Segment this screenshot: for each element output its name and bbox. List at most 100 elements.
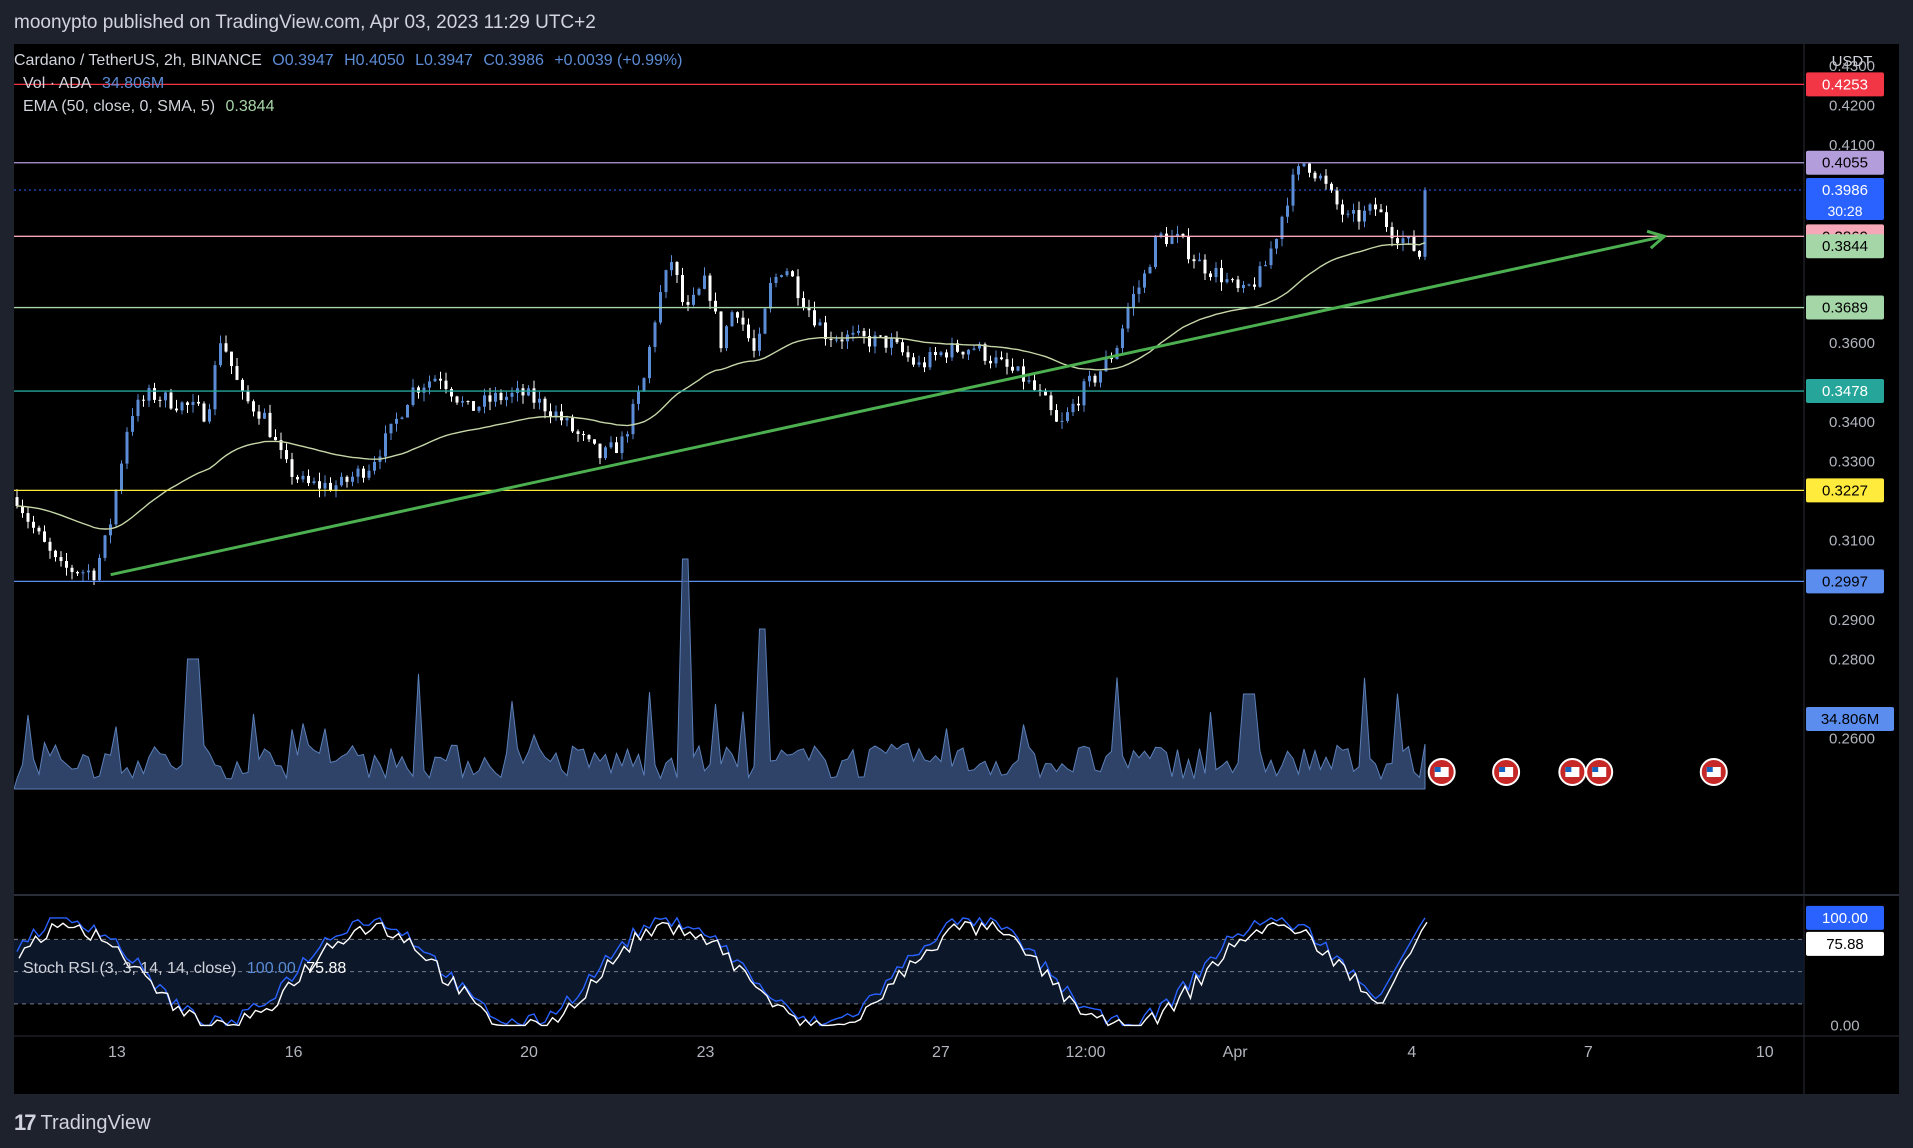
candle-body [219,343,222,366]
candle-body [780,275,783,277]
candle-body [626,434,629,437]
candle-body [972,348,976,350]
candle-body [1154,235,1157,268]
x-tick-label: 20 [520,1044,538,1061]
candle-body [1352,210,1355,214]
candle-body [884,335,888,348]
y-tick-label: 0.4100 [1829,137,1875,154]
candle-body [351,476,354,482]
tv-brand: TradingView [40,1111,151,1134]
candle-body [868,336,871,347]
candle-body [54,550,57,558]
y-tick-label: 0.4300 [1829,58,1875,75]
candle-body [356,468,360,477]
candle-body [934,352,937,355]
candle-body [70,567,74,573]
candle-body [296,476,299,480]
candle-body [1203,259,1207,274]
candle-body [1192,259,1196,262]
candle-body [1104,357,1108,372]
candle-body [373,461,376,471]
candle-body [879,335,882,337]
candle-body [417,387,420,393]
candle-body [1286,205,1289,217]
y-tick-label: 0.2800 [1829,651,1875,668]
level-badge-label: 0.3478 [1822,383,1868,400]
candle-body [241,379,244,392]
candle-body [406,404,409,418]
event-flag-stripe [1434,767,1449,777]
candle-body [76,572,79,574]
chart-area[interactable]: USDT 0.4300 0.4200 0.4100 0.3600 0.3400 0.3300… [13,44,1899,1094]
candle-body [180,402,184,411]
candle-body [785,271,789,276]
candle-body [747,324,750,339]
candle-body [1110,357,1113,360]
candle-body [136,399,140,417]
legend-symbol: Cardano / TetherUS, 2h, BINANCE [14,52,262,69]
x-tick-label: 27 [932,1044,950,1061]
tradingview-logo[interactable]: 17 TradingView [14,1110,151,1136]
x-tick-label: 13 [108,1044,126,1061]
level-badge [1806,478,1884,503]
candle-body [1055,410,1058,422]
candle-body [422,387,426,393]
candle-body [1269,248,1273,266]
candle-body [1209,273,1212,278]
event-flag-stripe [1592,767,1607,777]
candle-body [752,338,756,351]
candle-body [714,300,717,312]
candle-body [1181,233,1185,237]
candle-body [323,482,327,489]
candle-body [840,339,844,342]
candle-body [719,311,723,349]
candle-body [290,459,294,477]
candle-body [164,392,167,401]
event-flag-stripe [1565,767,1580,777]
candle-body [510,392,514,397]
candle-body [1000,357,1003,360]
candle-body [65,560,68,568]
legend-stoch-d: 75.88 [306,960,347,977]
chart-background [14,44,1899,1094]
candle-body [318,481,321,489]
legend-ema-value: 0.3844 [225,98,275,115]
candle-body [1077,403,1080,406]
candle-body [169,392,173,409]
candle-body [395,418,398,424]
level-badge [1806,295,1884,320]
candle-body [1137,287,1141,294]
level-badge [1806,150,1884,175]
candle-body [186,402,189,406]
ema-line [16,241,1426,530]
candle-body [439,378,442,381]
candle-body [538,398,541,403]
candle-body [307,475,310,484]
candle-body [681,275,684,303]
legend-vol-value: 34.806M [101,75,165,92]
level-badge-label: 0.2997 [1822,573,1868,590]
candle-body [505,396,508,401]
candle-body [340,476,343,486]
level-badge-label: 0.4055 [1822,155,1868,172]
candle-body [670,262,673,271]
candle-body [824,322,827,340]
candle-body [329,482,332,491]
candle-body [895,338,899,343]
candle-body [1330,183,1333,191]
candle-body [125,431,129,464]
candle-body [615,442,618,453]
legend-ema: EMA (50, close, 0, SMA, 5) 0.3844 [23,98,280,116]
candle-body [708,275,712,301]
candle-body [890,338,893,348]
candle-body [279,440,283,451]
candle-body [103,535,107,558]
x-tick-label: 16 [285,1044,303,1061]
y-tick-label: 0.2900 [1829,612,1875,629]
stoch-d-badge [1806,931,1884,956]
candle-body [648,346,651,379]
legend-stoch-k: 100.00 [246,960,296,977]
candle-body [1060,420,1064,422]
candle-body [807,307,811,311]
